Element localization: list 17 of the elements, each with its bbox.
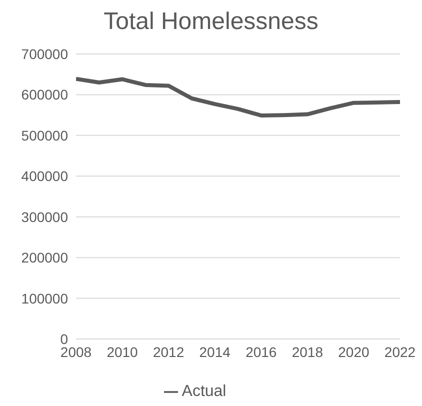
x-tick-label: 2010 [106, 344, 138, 360]
chart-title: Total Homelessness [102, 7, 320, 37]
legend-label: Actual [182, 383, 226, 400]
y-tick-label: 600000 [21, 86, 68, 103]
x-tick-label: 2014 [199, 344, 231, 360]
x-tick-label: 2018 [292, 344, 324, 360]
x-tick-label: 2022 [384, 344, 416, 360]
y-tick-label: 100000 [21, 290, 68, 306]
y-tick-label: 300000 [21, 208, 68, 225]
y-tick-label: 200000 [21, 250, 68, 266]
y-tick-label: 700000 [21, 46, 68, 62]
x-tick-label: 2012 [152, 344, 184, 360]
x-tick-label: 2020 [338, 344, 370, 360]
y-tick-label: 400000 [21, 168, 68, 184]
y-tick-label: 500000 [21, 127, 68, 144]
x-tick-label: 2016 [246, 344, 277, 360]
line-series [76, 76, 400, 118]
